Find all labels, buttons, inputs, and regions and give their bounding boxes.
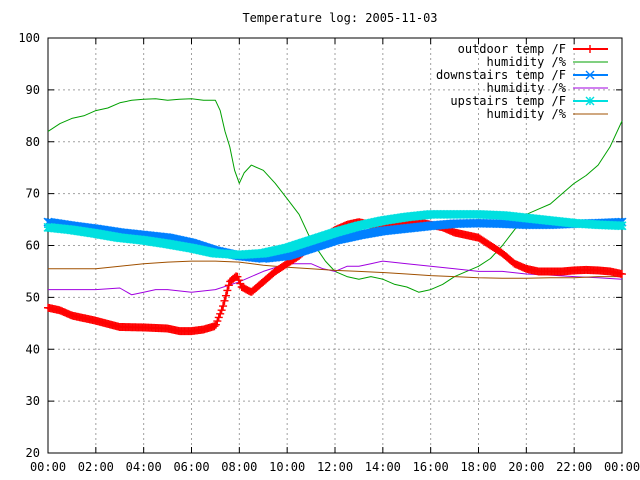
chart-title: Temperature log: 2005-11-03 xyxy=(242,11,437,25)
x-tick-label: 22:00 xyxy=(556,460,592,474)
y-tick-label: 80 xyxy=(26,135,40,149)
x-tick-label: 18:00 xyxy=(460,460,496,474)
series-5 xyxy=(48,260,622,279)
series-line xyxy=(48,260,622,279)
legend-label: outdoor temp /F xyxy=(458,42,566,56)
x-tick-label: 14:00 xyxy=(365,460,401,474)
legend-marker xyxy=(585,70,595,80)
x-tick-label: 08:00 xyxy=(221,460,257,474)
series-markers xyxy=(43,209,627,260)
legend-marker xyxy=(586,45,594,53)
x-tick-label: 04:00 xyxy=(126,460,162,474)
y-axis-tick-labels: 20 30 40 50 60 70 80 90 100 xyxy=(18,31,40,460)
axis-ticks xyxy=(47,37,623,454)
legend-label: upstairs temp /F xyxy=(450,94,566,108)
y-tick-label: 40 xyxy=(26,342,40,356)
x-tick-label: 16:00 xyxy=(413,460,449,474)
legend-label: downstairs temp /F xyxy=(436,68,566,82)
legend-label: humidity /% xyxy=(487,81,567,95)
legend-marker xyxy=(585,96,595,106)
y-tick-label: 60 xyxy=(26,239,40,253)
x-tick-label: 12:00 xyxy=(317,460,353,474)
series-layer xyxy=(43,98,627,336)
legend-label: humidity /% xyxy=(487,55,567,69)
x-tick-label: 02:00 xyxy=(78,460,114,474)
x-tick-label: 06:00 xyxy=(173,460,209,474)
y-tick-label: 50 xyxy=(26,290,40,304)
x-tick-label: 10:00 xyxy=(269,460,305,474)
y-tick-label: 90 xyxy=(26,83,40,97)
y-tick-label: 70 xyxy=(26,187,40,201)
grid-lines xyxy=(48,38,622,453)
x-tick-label: 00:00 xyxy=(30,460,66,474)
legend-label: humidity /% xyxy=(487,107,567,121)
y-tick-label: 100 xyxy=(18,31,40,45)
y-tick-label: 20 xyxy=(26,446,40,460)
x-axis-tick-labels: 00:00 02:00 04:00 06:00 08:00 10:00 12:00 14:00… xyxy=(30,460,640,474)
x-tick-label: 20:00 xyxy=(508,460,544,474)
series-4 xyxy=(43,209,627,260)
x-tick-label: 00:00 xyxy=(604,460,640,474)
y-tick-label: 30 xyxy=(26,394,40,408)
